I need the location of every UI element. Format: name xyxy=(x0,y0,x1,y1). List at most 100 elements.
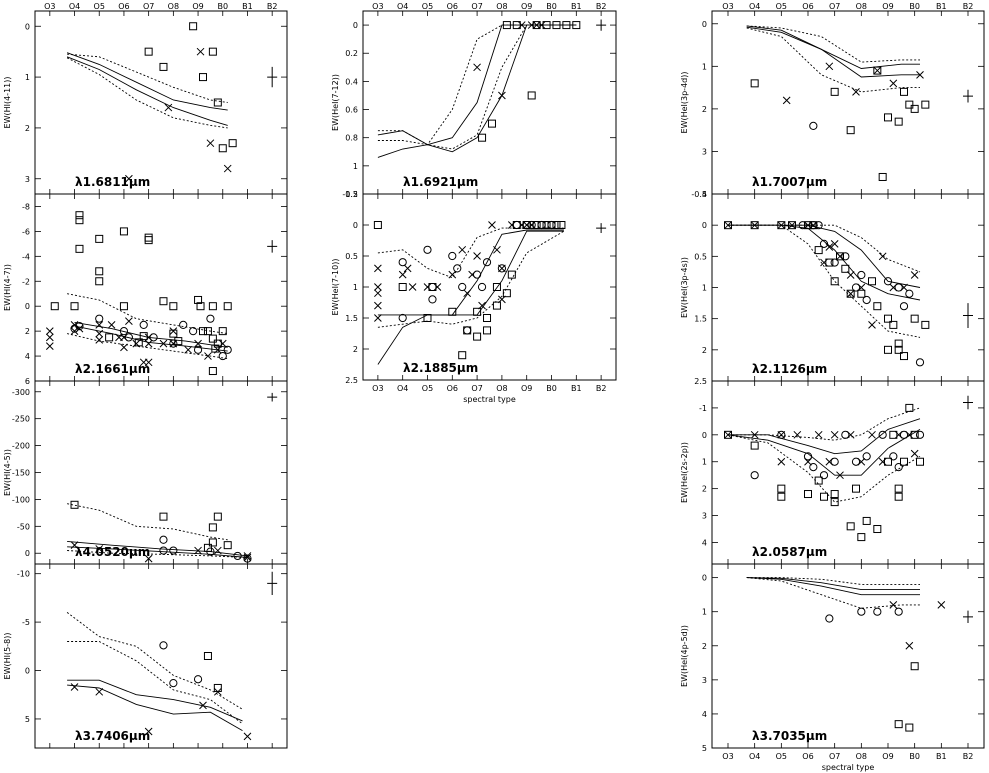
panel-hi-4-7: 6 4 2 0 -2 -4 -6 -8 EW(HI(4-7)) λ2.1661µm xyxy=(3,193,288,386)
y-axis-label: EW(HeI(4p-5d)) xyxy=(680,625,689,687)
square-marker xyxy=(189,22,198,31)
square-marker xyxy=(95,277,104,286)
x-tick-label-bottom: B1 xyxy=(936,752,947,761)
x-tick-label-bottom: B2 xyxy=(596,384,607,393)
square-marker xyxy=(159,512,168,521)
circle-marker xyxy=(841,252,850,261)
x-tick-label-bottom: O5 xyxy=(776,752,787,761)
cross-marker xyxy=(374,314,382,322)
square-marker xyxy=(473,307,482,316)
circle-marker xyxy=(193,345,203,354)
circle-marker xyxy=(472,270,482,279)
x-tick-label-bottom: O6 xyxy=(802,752,813,761)
wavelength-label: λ3.7035µm xyxy=(752,729,827,743)
circle-marker xyxy=(423,245,432,254)
error-bar xyxy=(963,395,973,410)
cross-marker xyxy=(537,21,546,29)
x-tick-label-top: B2 xyxy=(596,2,607,11)
model-line-dashed xyxy=(66,333,228,360)
cross-marker xyxy=(144,358,153,367)
circle-marker xyxy=(851,457,861,466)
cross-marker xyxy=(398,270,407,279)
square-marker xyxy=(814,476,823,485)
circle-marker xyxy=(428,295,437,304)
cross-marker xyxy=(184,345,193,354)
error-bar xyxy=(963,89,973,103)
square-marker xyxy=(223,302,232,311)
y-axis-label: EW(HI(4-5)) xyxy=(3,449,12,496)
circle-marker xyxy=(463,326,472,335)
y-tick-label: -200 xyxy=(12,442,30,451)
y-axis-label: EW(HI(5-8)) xyxy=(3,633,12,680)
square-marker xyxy=(75,216,84,225)
cross-marker xyxy=(878,457,887,466)
square-marker xyxy=(70,500,79,509)
square-marker xyxy=(483,326,492,335)
model-line-solid xyxy=(746,25,920,78)
y-tick-label: 0 xyxy=(25,22,30,31)
x-tick-label-top: O9 xyxy=(882,2,893,11)
square-marker xyxy=(846,289,855,298)
square-marker xyxy=(889,430,898,439)
square-marker xyxy=(894,117,903,126)
circle-marker xyxy=(878,430,887,439)
y-tick-label: 2 xyxy=(25,327,30,336)
circle-marker xyxy=(857,270,866,280)
square-marker xyxy=(572,21,581,30)
square-marker xyxy=(910,662,919,671)
y-tick-label: 0 xyxy=(702,431,707,440)
circle-marker xyxy=(169,546,178,555)
x-tick-label-top: O4 xyxy=(397,2,408,11)
circle-marker xyxy=(798,221,807,230)
square-marker xyxy=(169,302,178,311)
y-axis-label: EW(HeI(3p-4d)) xyxy=(680,72,689,134)
x-tick-label-bottom: O7 xyxy=(829,752,840,761)
square-marker xyxy=(144,236,153,245)
cross-marker xyxy=(825,243,834,251)
x-tick-label-top: O5 xyxy=(776,2,787,11)
y-tick-label: -6 xyxy=(22,227,30,236)
square-marker xyxy=(777,492,786,501)
data-markers xyxy=(724,403,925,542)
cross-marker xyxy=(937,601,946,609)
y-tick-label: 0 xyxy=(25,302,30,311)
circle-marker xyxy=(883,277,893,286)
model-line-solid xyxy=(377,24,577,158)
square-marker xyxy=(448,307,457,316)
circle-marker xyxy=(862,452,871,461)
x-tick-label-top: O8 xyxy=(496,2,507,11)
cross-marker xyxy=(458,245,467,254)
square-marker xyxy=(194,295,203,304)
data-markers xyxy=(373,220,566,360)
x-tick-label-top: O9 xyxy=(521,2,532,11)
circle-marker xyxy=(830,258,839,267)
square-marker xyxy=(830,490,839,499)
cross-marker xyxy=(374,289,382,298)
model-line-dashed xyxy=(377,24,577,146)
y-tick-label: -100 xyxy=(12,495,30,504)
square-marker xyxy=(159,62,168,71)
circle-marker xyxy=(814,221,823,230)
wavelength-label: λ2.1885µm xyxy=(403,361,478,375)
circle-marker xyxy=(159,641,168,650)
square-marker xyxy=(894,492,903,501)
circle-marker xyxy=(139,320,148,329)
square-marker xyxy=(507,270,516,279)
y-tick-label: -150 xyxy=(12,469,30,478)
cross-marker xyxy=(846,271,855,279)
circle-marker xyxy=(915,430,925,439)
y-tick-label: 3 xyxy=(702,147,707,156)
model-line-solid xyxy=(727,429,921,476)
x-tick-label-bottom: O6 xyxy=(447,384,458,393)
x-tick-label-top: O5 xyxy=(94,2,105,11)
model-line-solid xyxy=(66,56,228,126)
square-marker xyxy=(825,258,834,267)
square-marker xyxy=(398,283,407,291)
x-tick-label-top: O8 xyxy=(856,2,867,11)
error-bar xyxy=(963,610,973,623)
data-markers xyxy=(45,211,232,376)
square-marker xyxy=(916,457,924,466)
square-marker xyxy=(788,221,796,230)
circle-marker xyxy=(905,289,914,298)
cross-marker xyxy=(159,339,168,348)
